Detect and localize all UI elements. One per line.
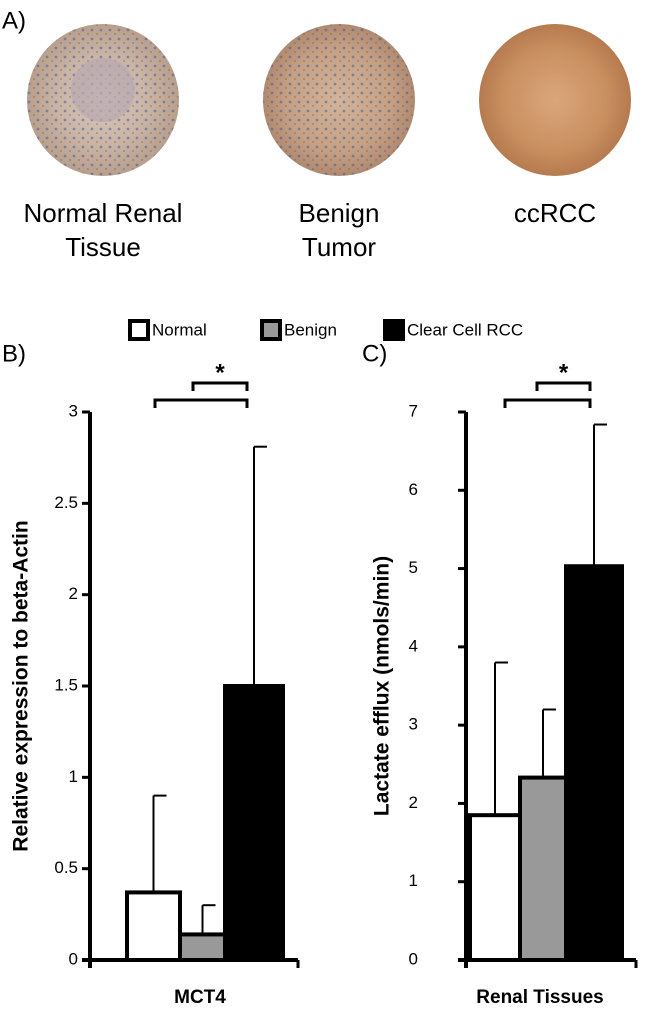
y-tick-label: 5 <box>409 558 418 577</box>
image-texture <box>263 24 415 176</box>
bar <box>518 775 568 963</box>
y-tick-label: 4 <box>409 636 418 655</box>
image-caption: Normal Renal <box>24 198 183 228</box>
y-tick-label: 1 <box>69 767 78 786</box>
bar <box>178 932 227 963</box>
x-axis-label: MCT4 <box>174 987 226 1008</box>
y-tick-label: 0.5 <box>54 858 78 877</box>
histology-images <box>27 24 631 176</box>
y-tick-label: 1.5 <box>54 675 78 694</box>
significance-bracket <box>191 381 249 391</box>
significance-bracket <box>503 398 592 408</box>
significance-mark: * <box>215 359 225 386</box>
y-tick-label: 0 <box>409 949 418 968</box>
image-caption: Tumor <box>302 232 376 262</box>
legend-label: Benign <box>284 320 337 339</box>
y-axis-label: Relative expression to beta-Actin <box>10 520 33 851</box>
y-tick-label: 2 <box>69 584 78 603</box>
bar <box>125 890 182 962</box>
y-tick-label: 6 <box>409 480 418 499</box>
image-caption: Benign <box>299 198 380 228</box>
bar <box>564 564 624 962</box>
significance-mark: * <box>559 359 569 386</box>
significance-bracket <box>153 398 249 408</box>
y-tick-label: 3 <box>409 715 418 734</box>
bar <box>223 684 285 962</box>
legend-label: Clear Cell RCC <box>407 320 523 339</box>
legend-swatch <box>128 319 150 341</box>
panel-label: B) <box>2 340 26 367</box>
bar <box>468 813 522 963</box>
significance-bracket <box>535 381 592 391</box>
legend-swatch <box>260 319 282 341</box>
panel-label: C) <box>362 340 387 367</box>
image-caption: ccRCC <box>514 198 596 228</box>
image <box>479 24 631 176</box>
y-axis-label: Lactate efflux (nmols/min) <box>371 556 394 816</box>
y-tick-label: 0 <box>69 949 78 968</box>
y-tick-label: 2 <box>409 793 418 812</box>
legend-label: Normal <box>152 320 207 339</box>
image-caption: Tissue <box>65 232 141 262</box>
y-tick-label: 3 <box>69 401 78 420</box>
legend-swatch <box>383 319 405 341</box>
y-tick-label: 1 <box>409 871 418 890</box>
glomerulus <box>71 58 135 122</box>
x-axis-label: Renal Tissues <box>476 987 603 1008</box>
y-tick-label: 2.5 <box>54 493 78 512</box>
y-tick-label: 7 <box>409 401 418 420</box>
panel-label: A) <box>2 7 26 34</box>
